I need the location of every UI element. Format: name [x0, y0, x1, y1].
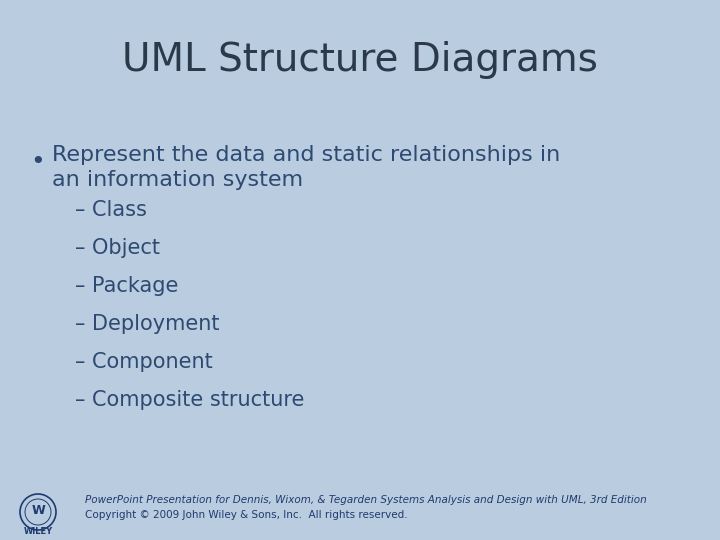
Text: W: W [31, 503, 45, 516]
Text: •: • [30, 150, 45, 174]
Text: Copyright © 2009 John Wiley & Sons, Inc.  All rights reserved.: Copyright © 2009 John Wiley & Sons, Inc.… [85, 510, 408, 520]
Text: – Deployment: – Deployment [75, 314, 220, 334]
Text: UML Structure Diagrams: UML Structure Diagrams [122, 41, 598, 79]
Text: – Class: – Class [75, 200, 147, 220]
Text: – Object: – Object [75, 238, 160, 258]
Text: an information system: an information system [52, 170, 303, 190]
Text: – Component: – Component [75, 352, 212, 372]
Text: WILEY: WILEY [24, 528, 53, 537]
Text: Represent the data and static relationships in: Represent the data and static relationsh… [52, 145, 560, 165]
Text: – Composite structure: – Composite structure [75, 390, 305, 410]
Text: – Package: – Package [75, 276, 179, 296]
Text: PowerPoint Presentation for Dennis, Wixom, & Tegarden Systems Analysis and Desig: PowerPoint Presentation for Dennis, Wixo… [85, 495, 647, 505]
